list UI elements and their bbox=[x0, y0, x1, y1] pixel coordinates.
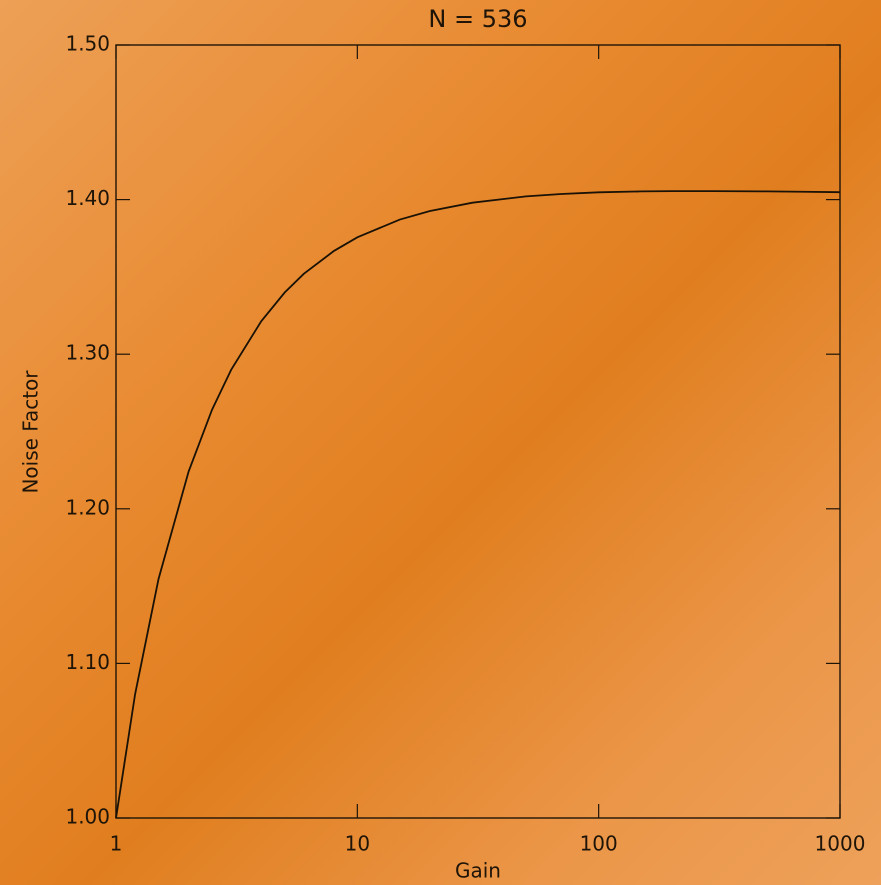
line-series bbox=[115, 190, 841, 819]
y-tick-label: 1.20 bbox=[65, 495, 110, 519]
chart-title: N = 536 bbox=[428, 5, 527, 33]
x-tick-label: 1 bbox=[110, 832, 123, 856]
y-axis-label: Noise Factor bbox=[19, 370, 43, 494]
x-tick-label: 100 bbox=[580, 832, 618, 856]
y-tick-label: 1.10 bbox=[65, 650, 110, 674]
x-tick-label: 1000 bbox=[815, 832, 866, 856]
y-tick-label: 1.50 bbox=[65, 32, 110, 56]
y-tick-label: 1.40 bbox=[65, 186, 110, 210]
plot-frame bbox=[115, 44, 841, 819]
x-axis-label: Gain bbox=[455, 859, 501, 883]
y-tick-label: 1.30 bbox=[65, 341, 110, 365]
x-tick-label: 10 bbox=[345, 832, 370, 856]
y-tick-label: 1.00 bbox=[65, 805, 110, 829]
